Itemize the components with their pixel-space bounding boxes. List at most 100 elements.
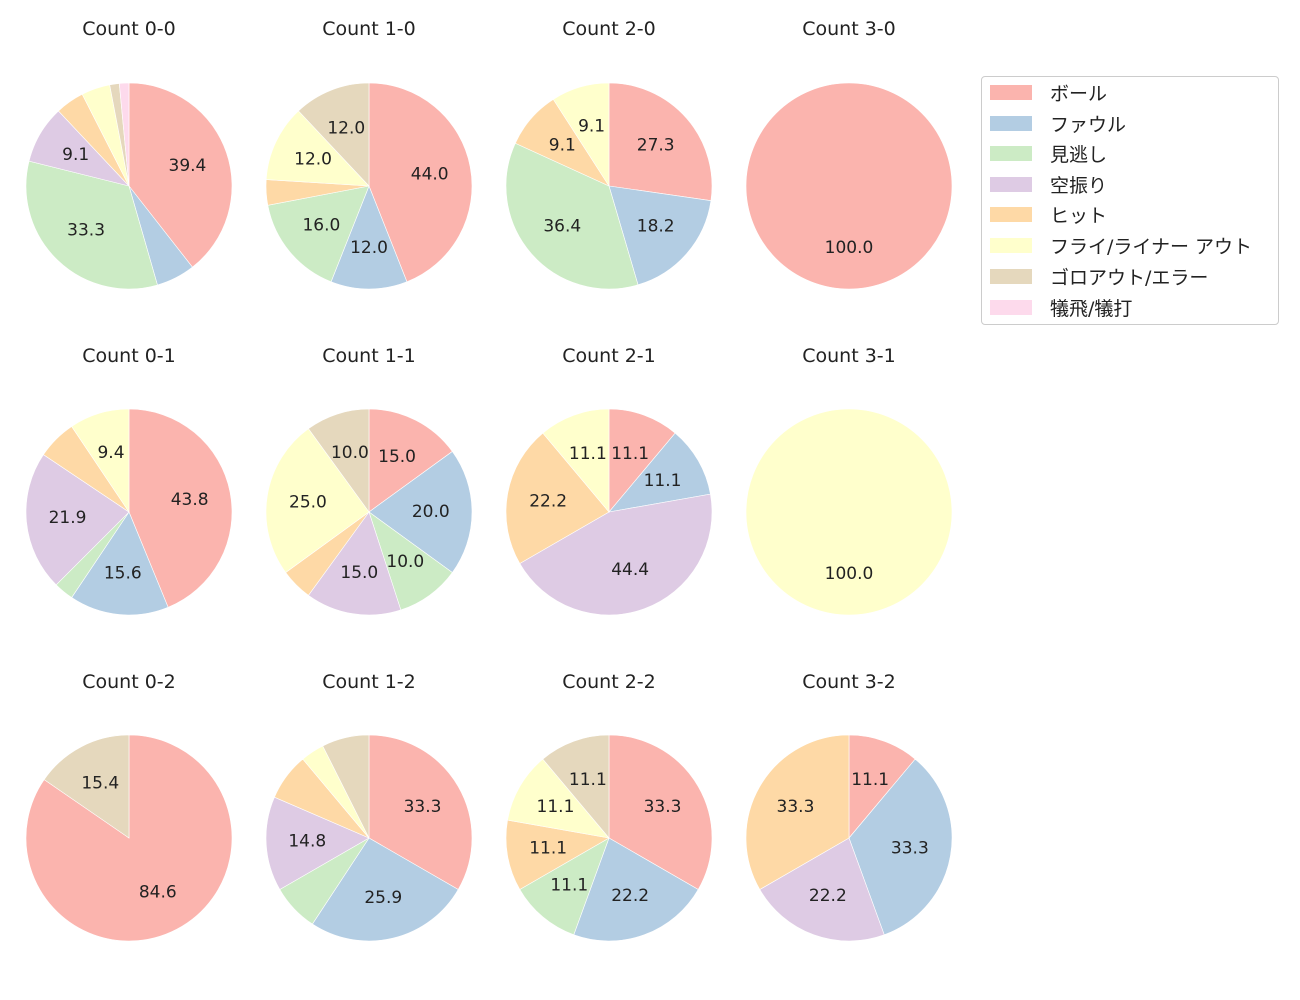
pie-slice xyxy=(308,511,402,616)
pie-slice-label: 22.2 xyxy=(529,491,567,511)
legend-label: ゴロアウト/エラー xyxy=(1050,266,1209,289)
pie-slice-label: 25.0 xyxy=(289,492,327,512)
legend-swatch xyxy=(990,115,1032,131)
pie-slice xyxy=(25,160,158,290)
pie-title: Count 3-1 xyxy=(802,345,896,367)
pie-count-3-2: Count 3-2 11.1 33.3 22.2 33.3 xyxy=(745,671,953,942)
pie-slice-label: 44.4 xyxy=(611,560,649,580)
pie-slice-label: 100.0 xyxy=(825,564,874,584)
pie-slice-label: 43.8 xyxy=(171,490,209,510)
pie-count-1-0: Count 1-0 44.0 12.0 16.0 12.0 12.0 xyxy=(265,18,473,290)
legend-label: 見逃し xyxy=(1050,143,1108,166)
pie-slice xyxy=(505,819,610,890)
pie-title: Count 2-0 xyxy=(562,18,656,40)
pie-title: Count 1-0 xyxy=(322,18,416,40)
legend-item-fly-out: フライ/ライナー アウト xyxy=(990,234,1252,258)
pie-title: Count 1-1 xyxy=(322,345,416,367)
pie-slice xyxy=(308,408,370,513)
legend-swatch xyxy=(990,237,1032,253)
pie-slice-label: 44.0 xyxy=(411,164,449,184)
legend-swatch xyxy=(990,268,1032,284)
pie-slice xyxy=(608,185,712,286)
pie-slice xyxy=(519,493,713,616)
pie-slice-label: 22.2 xyxy=(611,886,649,906)
pie-slice-label: 20.0 xyxy=(412,502,450,522)
pie-slice xyxy=(519,837,610,936)
pie-slice xyxy=(542,408,610,513)
legend-label: 空振り xyxy=(1050,174,1108,197)
pie-slice xyxy=(608,408,676,513)
pie-count-2-1: Count 2-111.111.144.422.211.1 xyxy=(505,345,713,616)
pie-slice-label: 25.9 xyxy=(364,888,402,908)
legend-swatch xyxy=(990,206,1032,222)
pie-title: Count 1-2 xyxy=(322,671,416,693)
pie-slice xyxy=(848,734,916,839)
pie-title: Count 0-0 xyxy=(82,18,176,40)
pie-title: Count 2-2 xyxy=(562,671,656,693)
pie-slice xyxy=(298,82,370,187)
pie-title: Count 3-0 xyxy=(802,18,896,40)
pie-slice xyxy=(848,758,953,936)
pie-count-1-1: Count 1-1 15.0 20.0 10.0 15.0 25.0 10.0 xyxy=(265,345,473,616)
pie-count-2-2: Count 2-2 33.3 22.2 11.1 11.1 11.1 11.1 xyxy=(505,671,713,942)
pie-slice xyxy=(542,734,610,839)
pie-count-2-0: Count 2-0 27.3 18.2 36.4 9.19.1 xyxy=(505,18,713,290)
legend-item-sacrifice: 犠飛/犠打 xyxy=(990,296,1132,320)
pie-slice xyxy=(505,432,610,564)
pie-slice-label: 9.1 xyxy=(62,145,89,165)
pie-slice-label: 18.2 xyxy=(637,216,675,236)
pie-slice-label: 9.4 xyxy=(97,443,124,463)
pie-slice-label: 11.1 xyxy=(851,770,889,790)
pie-title: Count 0-2 xyxy=(82,671,176,693)
pie-count-0-1: Count 0-1 43.8 15.6 21.9 9.4 xyxy=(25,345,233,616)
pie-slice-label: 15.0 xyxy=(340,563,378,583)
pie-slice-label: 22.2 xyxy=(809,886,847,906)
pie-slice-label: 100.0 xyxy=(825,238,874,258)
pie-slice xyxy=(265,796,370,890)
pie-slice xyxy=(368,408,453,513)
chart-legend: ボール ファウル 見逃し 空振り ヒット フライ/ライナー アウト ゴロアウト/… xyxy=(981,76,1279,325)
pie-slice xyxy=(573,837,699,942)
pie-slice xyxy=(608,734,713,890)
legend-item-called-strike: 見逃し xyxy=(990,142,1108,166)
pie-slice xyxy=(507,758,610,839)
legend-swatch xyxy=(990,145,1032,161)
pie-slice-label: 9.1 xyxy=(549,136,576,156)
pie-slice-label: 11.1 xyxy=(611,444,649,464)
legend-swatch xyxy=(990,84,1032,100)
pie-count-0-2: Count 0-2 84.6 15.4 xyxy=(25,671,233,942)
pie-slice-label: 36.4 xyxy=(543,216,581,236)
pie-slice-label: 12.0 xyxy=(350,238,388,258)
legend-item-ball: ボール xyxy=(990,81,1107,105)
pie-slice-label: 27.3 xyxy=(637,136,675,156)
pie-slice-label: 33.3 xyxy=(891,839,929,859)
pie-slice xyxy=(330,185,408,290)
legend-item-ground-out: ゴロアウト/エラー xyxy=(990,265,1209,289)
pie-slice-label: 11.1 xyxy=(537,797,575,817)
legend-item-swinging-strike: 空振り xyxy=(990,173,1108,197)
pie-slice-label: 33.3 xyxy=(67,220,105,240)
pie-slice-label: 84.6 xyxy=(139,883,177,903)
pie-slice xyxy=(745,82,953,290)
pie-title: Count 0-1 xyxy=(82,345,176,367)
pie-slice-label: 15.4 xyxy=(81,773,119,793)
pie-slice xyxy=(71,408,130,513)
pie-slice-label: 21.9 xyxy=(49,508,87,528)
legend-item-hit: ヒット xyxy=(990,203,1107,227)
pie-slice xyxy=(118,82,130,187)
pie-slice xyxy=(71,511,169,616)
pie-title: Count 2-1 xyxy=(562,345,656,367)
pie-slice xyxy=(322,734,370,839)
pie-slice-label: 9.1 xyxy=(578,117,605,137)
pie-slice xyxy=(608,432,711,513)
pie-slice-label: 33.3 xyxy=(404,797,442,817)
pie-slice-label: 10.0 xyxy=(331,443,369,463)
pie-slice xyxy=(265,428,370,573)
pie-title: Count 3-2 xyxy=(802,671,896,693)
legend-swatch xyxy=(990,176,1032,192)
pie-slice xyxy=(505,142,639,290)
pie-slice xyxy=(745,734,850,890)
legend-swatch xyxy=(990,299,1032,315)
pie-slice-label: 16.0 xyxy=(302,215,340,235)
